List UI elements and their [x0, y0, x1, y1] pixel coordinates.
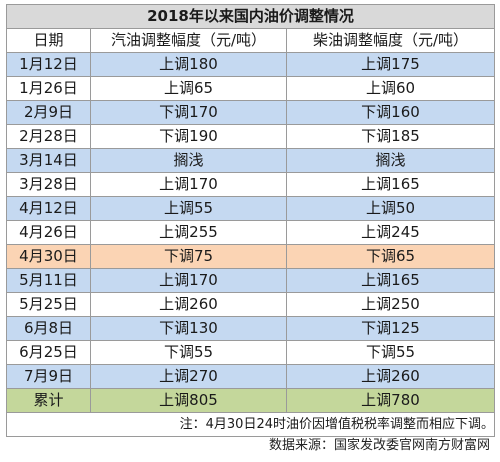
date-cell: 2月28日	[6, 124, 91, 149]
table-row: 5月25日 上调260 上调250	[6, 292, 495, 317]
date-cell: 4月30日	[6, 244, 91, 269]
diesel-cell: 上调165	[286, 172, 495, 197]
diesel-cell: 下调65	[286, 244, 495, 269]
date-cell: 4月26日	[6, 220, 91, 245]
diesel-cell: 上调250	[286, 292, 495, 317]
table-title-row: 2018年以来国内油价调整情况	[6, 4, 495, 29]
table-row: 3月28日 上调170 上调165	[6, 172, 495, 197]
table-row: 4月26日 上调255 上调245	[6, 220, 495, 245]
total-gasoline: 上调805	[90, 388, 287, 413]
gasoline-cell: 上调180	[90, 52, 287, 77]
total-row: 累计 上调805 上调780	[6, 388, 495, 413]
date-cell: 1月12日	[6, 52, 91, 77]
table-row: 1月26日 上调65 上调60	[6, 76, 495, 101]
table-row: 2月9日 下调170 下调160	[6, 100, 495, 125]
diesel-cell: 下调185	[286, 124, 495, 149]
diesel-cell: 下调125	[286, 316, 495, 341]
total-label: 累计	[6, 388, 91, 413]
oil-price-table: 2018年以来国内油价调整情况 日期 汽油调整幅度（元/吨） 柴油调整幅度（元/…	[6, 4, 495, 437]
diesel-cell: 上调60	[286, 76, 495, 101]
gasoline-cell: 上调55	[90, 196, 287, 221]
gasoline-cell: 上调170	[90, 268, 287, 293]
gasoline-cell: 上调270	[90, 364, 287, 389]
data-source: 数据来源：国家发改委官网南方财富网	[268, 438, 490, 453]
header-date: 日期	[6, 28, 91, 53]
table-header-row: 日期 汽油调整幅度（元/吨） 柴油调整幅度（元/吨）	[6, 28, 495, 53]
diesel-cell: 下调160	[286, 100, 495, 125]
header-gasoline: 汽油调整幅度（元/吨）	[90, 28, 287, 53]
diesel-cell: 上调260	[286, 364, 495, 389]
gasoline-cell: 上调170	[90, 172, 287, 197]
gasoline-cell: 下调55	[90, 340, 287, 365]
date-cell: 3月14日	[6, 148, 91, 173]
diesel-cell: 上调50	[286, 196, 495, 221]
table-row: 4月12日 上调55 上调50	[6, 196, 495, 221]
gasoline-cell: 上调65	[90, 76, 287, 101]
diesel-cell: 搁浅	[286, 148, 495, 173]
gasoline-cell: 上调255	[90, 220, 287, 245]
table-row: 4月30日 下调75 下调65	[6, 244, 495, 269]
diesel-cell: 上调245	[286, 220, 495, 245]
date-cell: 5月11日	[6, 268, 91, 293]
footnote: 注：4月30日24时油价因增值税税率调整而相应下调。	[6, 412, 495, 437]
gasoline-cell: 上调260	[90, 292, 287, 317]
date-cell: 6月25日	[6, 340, 91, 365]
table-row: 6月8日 下调130 下调125	[6, 316, 495, 341]
date-cell: 7月9日	[6, 364, 91, 389]
date-cell: 4月12日	[6, 196, 91, 221]
gasoline-cell: 下调190	[90, 124, 287, 149]
date-cell: 1月26日	[6, 76, 91, 101]
table-row: 6月25日 下调55 下调55	[6, 340, 495, 365]
table-row: 1月12日 上调180 上调175	[6, 52, 495, 77]
table-title: 2018年以来国内油价调整情况	[6, 4, 495, 29]
oil-price-table-sheet: 2018年以来国内油价调整情况 日期 汽油调整幅度（元/吨） 柴油调整幅度（元/…	[6, 4, 495, 456]
table-row: 7月9日 上调270 上调260	[6, 364, 495, 389]
date-cell: 6月8日	[6, 316, 91, 341]
diesel-cell: 上调175	[286, 52, 495, 77]
gasoline-cell: 下调130	[90, 316, 287, 341]
table-row: 2月28日 下调190 下调185	[6, 124, 495, 149]
table-row: 5月11日 上调170 上调165	[6, 268, 495, 293]
date-cell: 5月25日	[6, 292, 91, 317]
diesel-cell: 下调55	[286, 340, 495, 365]
gasoline-cell: 下调170	[90, 100, 287, 125]
header-diesel: 柴油调整幅度（元/吨）	[286, 28, 495, 53]
gasoline-cell: 下调75	[90, 244, 287, 269]
diesel-cell: 上调165	[286, 268, 495, 293]
total-diesel: 上调780	[286, 388, 495, 413]
date-cell: 3月28日	[6, 172, 91, 197]
note-row: 注：4月30日24时油价因增值税税率调整而相应下调。	[6, 412, 495, 437]
date-cell: 2月9日	[6, 100, 91, 125]
gasoline-cell: 搁浅	[90, 148, 287, 173]
table-row: 3月14日 搁浅 搁浅	[6, 148, 495, 173]
